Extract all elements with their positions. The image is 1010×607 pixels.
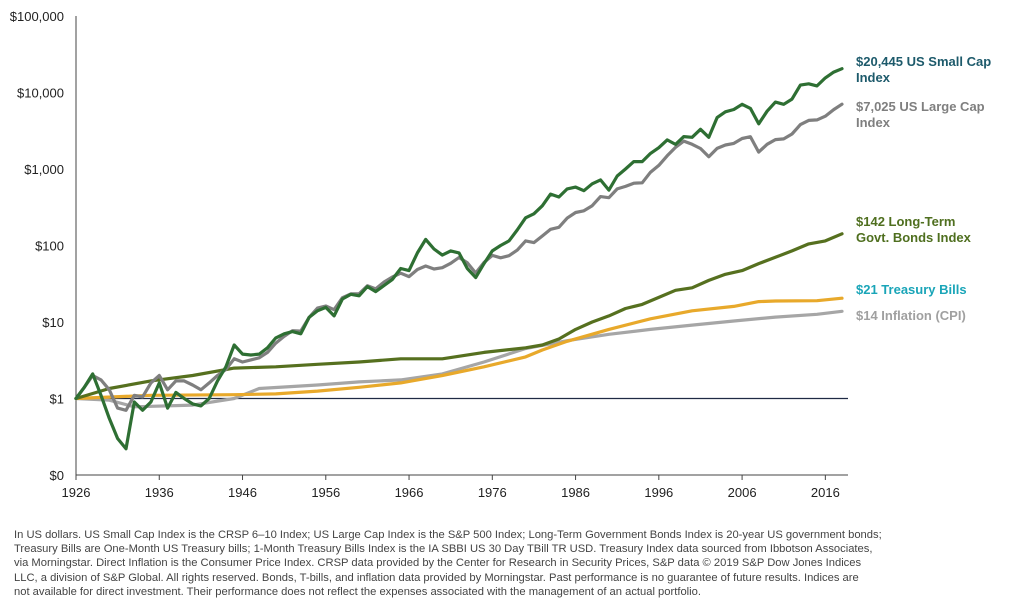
- y-tick-label: $10: [42, 315, 64, 330]
- y-tick-label: $100,000: [10, 9, 64, 24]
- footnote-line: LLC, a division of S&P Global. All right…: [14, 571, 859, 584]
- series-line-tbills: [74, 296, 844, 401]
- series-end-label-inflation: $14 Inflation (CPI): [856, 308, 966, 323]
- footnote-line: Treasury Bills are One-Month US Treasury…: [14, 543, 873, 556]
- series-end-label-small-cap: Index: [856, 70, 891, 85]
- x-tick-label: 2016: [811, 485, 840, 500]
- x-tick-label: 1946: [228, 485, 257, 500]
- y-tick-label: $1: [50, 392, 64, 407]
- footnote-line: via Morningstar. Direct Inflation is the…: [14, 557, 862, 570]
- series-line-small-cap: [74, 67, 844, 451]
- footnote-line: In US dollars. US Small Cap Index is the…: [14, 529, 882, 541]
- x-tick-label: 1986: [561, 485, 590, 500]
- x-tick-label: 2006: [728, 485, 757, 500]
- series-end-label-small-cap: $20,445 US Small Cap: [856, 54, 991, 69]
- series-end-label-large-cap: $7,025 US Large Cap: [856, 99, 985, 114]
- y-tick-label: $1,000: [24, 162, 64, 177]
- series-line-lt-bonds: [74, 232, 844, 401]
- footnote: In US dollars. US Small Cap Index is the…: [14, 528, 998, 599]
- x-tick-label: 1926: [62, 485, 91, 500]
- series-line-large-cap: [74, 102, 844, 412]
- x-tick-label: 1966: [395, 485, 424, 500]
- y-tick-label: $10,000: [17, 86, 64, 101]
- x-tick-label: 1976: [478, 485, 507, 500]
- series-end-label-tbills: $21 Treasury Bills: [856, 282, 967, 297]
- x-tick-label: 1996: [644, 485, 673, 500]
- x-tick-label: 1936: [145, 485, 174, 500]
- y-tick-label: $100: [35, 239, 64, 254]
- y-tick-label: $0: [50, 468, 64, 483]
- series-end-label-large-cap: Index: [856, 115, 891, 130]
- series-end-label-lt-bonds: Govt. Bonds Index: [856, 230, 972, 245]
- series-line-inflation: [74, 309, 844, 409]
- growth-chart: $0 $1 $10 $100 $1,000 $10,000 $100,000 1926 193…: [10, 9, 991, 500]
- footnote-line: not available for direct investment. The…: [14, 585, 701, 598]
- x-tick-label: 1956: [311, 485, 340, 500]
- series-end-label-lt-bonds: $142 Long-Term: [856, 214, 955, 229]
